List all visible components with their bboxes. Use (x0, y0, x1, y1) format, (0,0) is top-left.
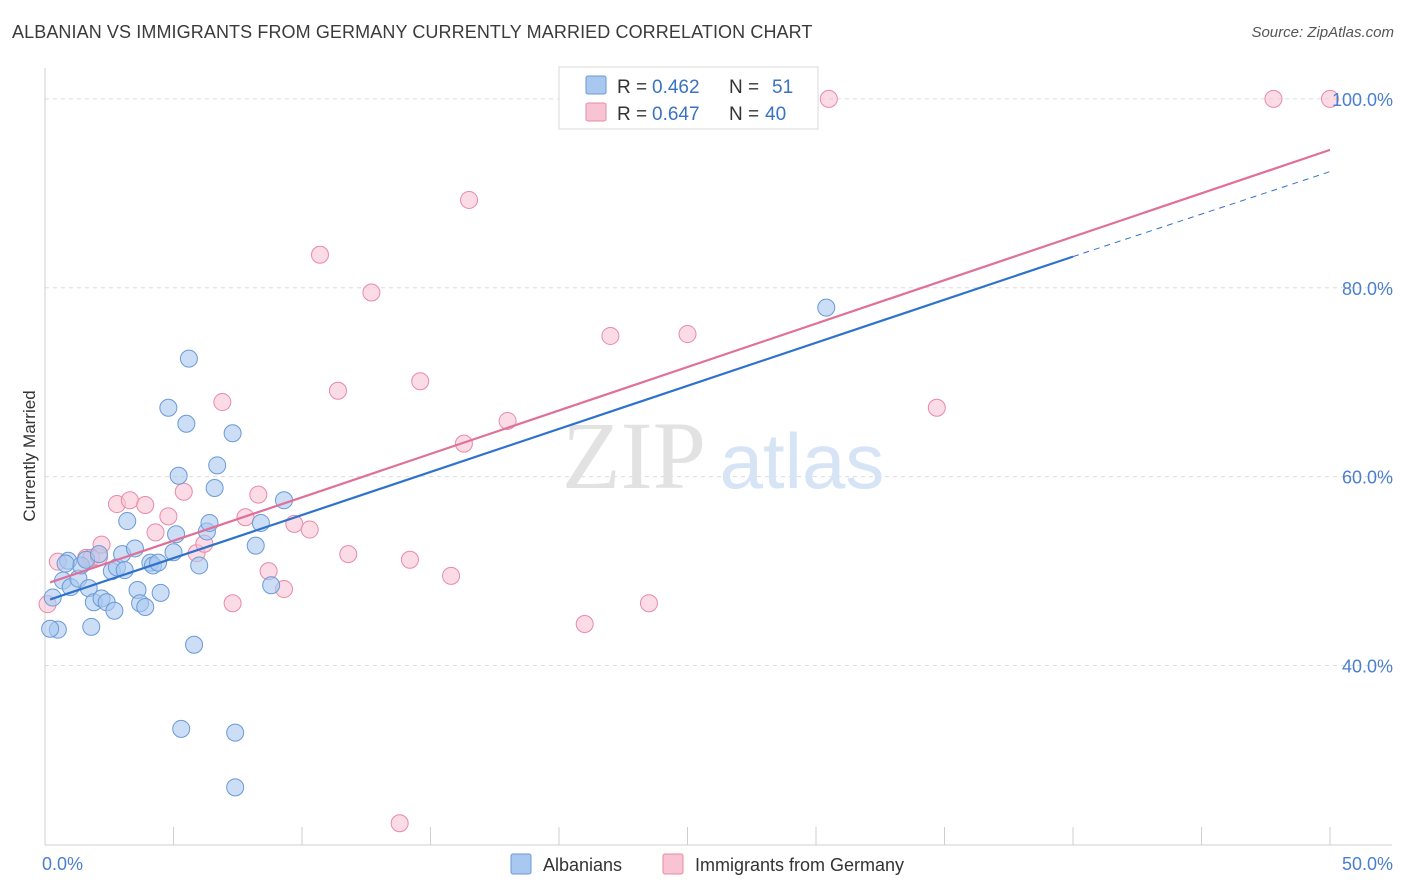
germany-point (174, 482, 193, 501)
germany-point (678, 325, 697, 344)
legend-bottom-swatch-germany (662, 853, 684, 875)
germany-point (411, 372, 430, 391)
germany-point (390, 814, 409, 833)
albanians-point (56, 554, 75, 573)
legend-swatch-albanians (585, 75, 607, 95)
albanians-point (246, 536, 265, 555)
legend-bottom-swatch-albanians (510, 853, 532, 875)
germany-point (1264, 89, 1283, 108)
y-axis-label: Currently Married (20, 390, 39, 521)
albanians-point (190, 556, 209, 575)
y-tick-label: 80.0% (1342, 279, 1393, 299)
legend-n-label-germany: N = (729, 104, 759, 125)
source-label: Source: ZipAtlas.com (1251, 24, 1394, 41)
albanians-point (208, 456, 227, 475)
albanians-point (262, 576, 281, 595)
legend-n-label-albanians: N = (729, 77, 759, 98)
legend-r-value-albanians: 0.462 (652, 77, 700, 98)
germany-point (146, 523, 165, 542)
albanians-point (105, 601, 124, 620)
albanians-point (177, 414, 196, 433)
albanians-point (226, 723, 245, 742)
axes (44, 68, 1392, 846)
albanians-point (82, 617, 101, 636)
germany-point (249, 485, 268, 504)
germany-point (460, 190, 479, 209)
albanians-point (89, 545, 108, 564)
legend-top: R = 0.462 N = 51 R = 0.647 N = 40 (558, 66, 819, 130)
albanians-point (205, 479, 224, 497)
albanians-point (817, 298, 836, 317)
germany-point (300, 520, 319, 539)
albanians-point (41, 619, 60, 638)
x-tick-label-max: 50.0% (1342, 854, 1393, 874)
germany-point (575, 615, 594, 633)
albanians-point (151, 583, 170, 602)
y-tick-labels: 40.0% 60.0% 80.0% 100.0% (1332, 90, 1393, 677)
y-tick-label: 100.0% (1332, 90, 1393, 110)
germany-point (362, 283, 381, 302)
albanians-point (169, 466, 188, 485)
germany-point (400, 550, 419, 569)
legend-n-value-germany: 40 (765, 104, 786, 125)
albanians-point (118, 512, 137, 531)
y-tick-label: 40.0% (1342, 657, 1393, 677)
trend-line-albanians-extension (1072, 171, 1331, 258)
germany-point (442, 566, 461, 585)
germany-point (310, 245, 329, 264)
watermark: ZIP atlas (562, 402, 884, 509)
trend-line-albanians (49, 255, 1074, 601)
germany-point (213, 393, 232, 412)
germany-point (927, 398, 946, 417)
germany-point (498, 411, 517, 430)
germany-point (601, 326, 620, 345)
germany-point (120, 491, 139, 510)
germany-point (639, 594, 658, 613)
x-tick-labels: 0.0% 50.0% (42, 854, 1393, 874)
albanians-point (226, 778, 245, 797)
albanians-point (159, 398, 178, 417)
legend-bottom: Albanians Immigrants from Germany (510, 853, 904, 875)
chart-title: ALBANIAN VS IMMIGRANTS FROM GERMANY CURR… (12, 22, 813, 42)
albanians-point (136, 598, 155, 616)
germany-point (136, 496, 155, 514)
x-tick-label-min: 0.0% (42, 854, 83, 874)
germany-point (819, 89, 838, 108)
albanians-point (185, 635, 204, 654)
legend-n-value-albanians: 51 (772, 77, 793, 98)
grid-lines (45, 98, 1392, 667)
albanians-point (179, 349, 198, 368)
albanians-point (115, 561, 134, 580)
y-tick-label: 60.0% (1342, 468, 1393, 488)
watermark-atlas: atlas (720, 417, 885, 505)
legend-r-label-germany: R = (617, 104, 647, 125)
watermark-zip: ZIP (562, 402, 706, 509)
albanians-point (172, 719, 191, 738)
germany-point (1321, 89, 1339, 108)
trend-lines (49, 148, 1331, 601)
trend-line-germany (49, 148, 1331, 584)
germany-point (328, 381, 347, 400)
legend-bottom-label-germany: Immigrants from Germany (695, 855, 904, 875)
legend-bottom-label-albanians: Albanians (543, 855, 622, 875)
albanians-point (223, 424, 242, 443)
germany-point (223, 594, 242, 613)
legend-r-label-albanians: R = (617, 77, 647, 98)
germany-point (159, 507, 178, 526)
legend-swatch-germany (585, 102, 607, 122)
germany-point (339, 545, 358, 564)
legend-r-value-germany: 0.647 (652, 104, 700, 125)
